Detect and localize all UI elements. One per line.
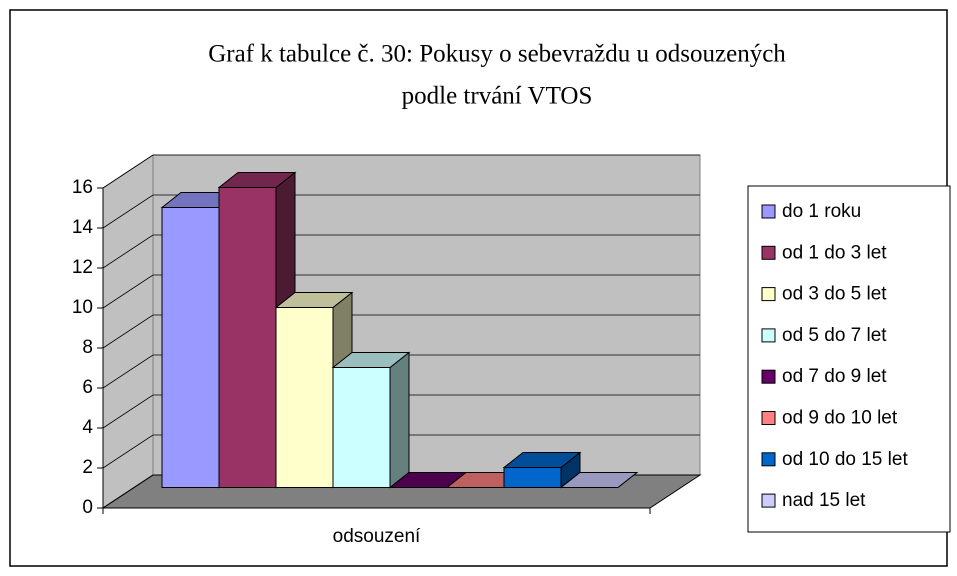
y-tick-label: 8 — [82, 337, 93, 358]
bar-front — [275, 307, 334, 488]
legend-label: do 1 roku — [782, 201, 861, 222]
grid-line — [102, 154, 700, 189]
bar — [331, 351, 411, 489]
bar — [559, 472, 639, 488]
y-tick-label: 0 — [82, 497, 93, 518]
grid-line — [102, 354, 700, 389]
bar-front — [332, 367, 391, 488]
y-tick-label: 12 — [72, 257, 93, 278]
legend — [747, 185, 951, 533]
x-tick-label: odsouzení — [333, 526, 421, 547]
legend-label: nad 15 let — [782, 490, 866, 511]
chart-title: Graf k tabulce č. 30: Pokusy o sebevražd… — [208, 41, 786, 68]
legend-swatch — [761, 411, 776, 425]
legend-label: od 1 do 3 let — [782, 242, 887, 263]
legend-swatch — [761, 493, 776, 508]
bar-side — [389, 351, 410, 489]
grid-line — [102, 234, 700, 269]
legend-label: od 5 do 7 let — [782, 325, 887, 346]
legend-label: od 7 do 9 let — [782, 366, 887, 387]
y-tick-label: 10 — [72, 297, 93, 318]
bar-top — [559, 472, 639, 488]
legend-swatch — [761, 245, 776, 260]
legend-label: od 3 do 5 let — [782, 284, 887, 305]
chart-title: podle trvání VTOS — [402, 83, 593, 110]
y-tick-label: 14 — [72, 217, 94, 238]
grid-line — [102, 434, 700, 469]
y-tick-label: 6 — [82, 377, 93, 398]
legend-swatch — [761, 287, 776, 302]
bar-front — [218, 187, 277, 488]
bar — [502, 451, 582, 489]
legend-swatch — [761, 369, 776, 384]
y-tick-label: 4 — [82, 417, 93, 438]
grid-line — [102, 314, 700, 349]
legend-swatch — [761, 204, 776, 219]
legend-label: od 10 do 15 let — [782, 449, 908, 470]
bar-front — [503, 467, 562, 488]
bar-front — [161, 207, 220, 488]
grid-line — [102, 394, 700, 429]
legend-swatch — [761, 452, 776, 467]
legend-label: od 9 do 10 let — [782, 408, 898, 429]
grid-line — [102, 194, 700, 229]
grid-line — [102, 274, 700, 309]
y-tick-label: 16 — [72, 177, 93, 198]
legend-swatch — [761, 328, 776, 343]
y-tick-label: 2 — [82, 457, 93, 478]
